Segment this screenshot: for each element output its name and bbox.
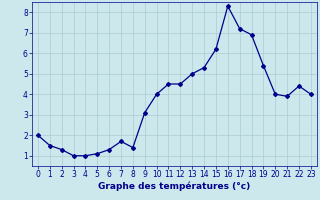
X-axis label: Graphe des températures (°c): Graphe des températures (°c): [98, 182, 251, 191]
